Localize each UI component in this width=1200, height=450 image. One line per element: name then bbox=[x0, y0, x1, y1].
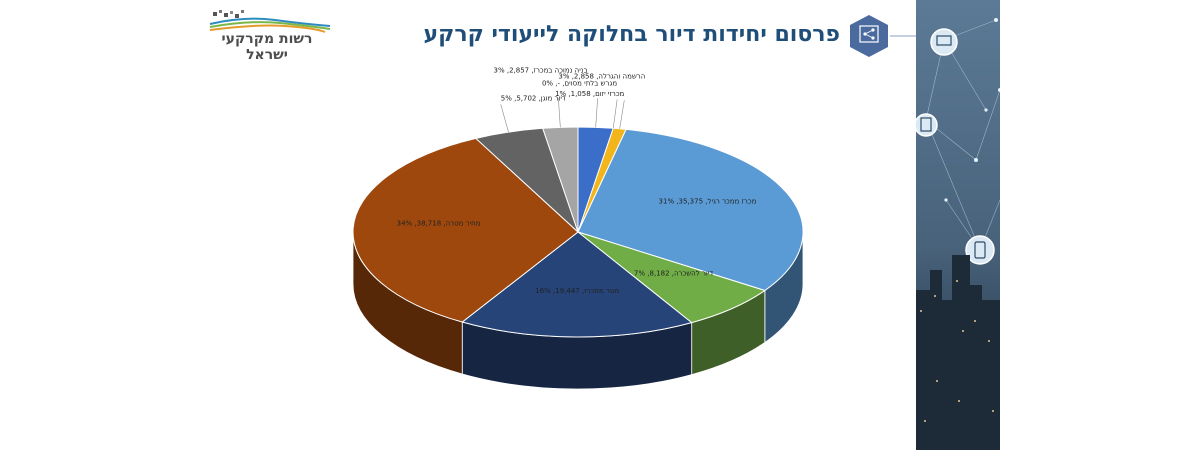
pie-label-9: הרשמה והגרלה, 2,858, 3% bbox=[558, 72, 645, 80]
logo-graphic bbox=[209, 10, 331, 33]
pie-slice-4 bbox=[577, 128, 804, 292]
pie-leader-3 bbox=[619, 100, 625, 129]
pie-leader-1 bbox=[595, 98, 598, 128]
pie-sides bbox=[352, 231, 804, 390]
pie-slice-9 bbox=[542, 126, 579, 233]
pie-label-8: דיור מוגן, 5,702, 5% bbox=[501, 94, 566, 102]
page-title: פרסום יחידות דיור בחלוקה לייעודי קרקע bbox=[423, 22, 840, 47]
decorative-city-panel bbox=[916, 0, 1000, 450]
share-icon bbox=[850, 15, 918, 57]
pie-label-6: מטר ממכרז, 19,447, 16% bbox=[535, 287, 619, 295]
pie-label-7: מחיר מטרה, 38,718, 34% bbox=[397, 220, 481, 228]
pie-label-3: מכרזי יזום, 1,058, 1% bbox=[555, 90, 624, 98]
pie-leader-2 bbox=[612, 99, 618, 129]
pie-slices bbox=[352, 126, 804, 338]
pie-labels: בניה נמוכה במכרז, 2,857, 3% מגרש בלתי מסו… bbox=[397, 66, 757, 295]
pie-label-5: דיור להשכרה, 8,182, 7% bbox=[634, 269, 713, 277]
pie-label-2: מגרש בלתי מסוים, -, 0% bbox=[542, 80, 617, 88]
pie-slice-5 bbox=[577, 231, 766, 324]
pie-label-1: בניה נמוכה במכרז, 2,857, 3% bbox=[494, 66, 588, 74]
pie-leader-9 bbox=[558, 98, 561, 128]
pie-slice-7 bbox=[352, 137, 579, 323]
pie-leader-8 bbox=[500, 104, 509, 133]
phone-icon bbox=[965, 235, 995, 265]
logo-text: רשות מקרקעי ישראל bbox=[221, 31, 313, 63]
pie-label-4: מכרז ממכר רגיל, 35,375, 31% bbox=[659, 198, 757, 206]
pie-slice-6 bbox=[461, 231, 693, 338]
